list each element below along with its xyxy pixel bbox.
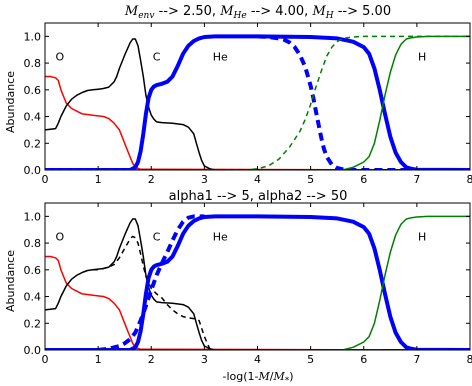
bottom-x-tick-label: 4 — [254, 353, 261, 366]
bottom-series-group — [45, 214, 470, 350]
bottom-annotation-he: He — [213, 230, 228, 243]
top-x-tick-label: 3 — [201, 173, 208, 186]
top-y-tick-label: 0.4 — [24, 111, 42, 124]
top-line-c — [45, 38, 470, 170]
top-x-tick-label: 6 — [360, 173, 367, 186]
top-x-tick-label: 5 — [307, 173, 314, 186]
bottom-axes-frame — [44, 202, 471, 351]
top-line-h-dashed — [45, 35, 470, 170]
bottom-line-he — [45, 214, 470, 350]
bottom-x-tick-label: 3 — [201, 353, 208, 366]
bottom-line-he-dashed — [97, 214, 205, 350]
title-m-env-sub: env — [138, 11, 154, 21]
top-y-axis-label: Abundance — [4, 71, 17, 133]
title-m-h-symbol: M — [311, 4, 326, 19]
top-panel-title: Menv --> 2.50, MHe --> 4.00, MH --> 5.00 — [124, 4, 391, 21]
top-x-tick-label: 8 — [467, 173, 472, 186]
title-m-he-symbol: M — [219, 4, 234, 19]
x-axis-label: -log(1-M/M*) — [222, 370, 293, 386]
xlabel-star-sub: * — [285, 376, 290, 386]
top-line-h — [45, 35, 470, 170]
bottom-line-o — [45, 255, 470, 350]
top-x-tick-label: 0 — [42, 173, 49, 186]
top-x-tick-label: 1 — [95, 173, 102, 186]
top-line-he — [45, 34, 470, 170]
top-line-o — [45, 75, 470, 170]
bottom-y-tick-label: 0.2 — [24, 317, 42, 330]
top-x-tick-label: 7 — [413, 173, 420, 186]
bottom-panel-title: alpha1 --> 5, alpha2 --> 50 — [169, 189, 348, 204]
xlabel-m: M — [257, 370, 270, 383]
top-y-tick-label: 0.2 — [24, 137, 42, 150]
top-x-tick-label: 4 — [254, 173, 261, 186]
bottom-y-axis-label: Abundance — [4, 250, 17, 312]
top-annotation-h: H — [418, 50, 426, 63]
xlabel-mstar: M — [272, 370, 285, 383]
top-x-tick-label: 2 — [148, 173, 155, 186]
top-y-tick-label: 0.0 — [24, 164, 42, 177]
top-y-tick-label: 0.6 — [24, 84, 42, 97]
title-m-h-sub: H — [325, 11, 334, 21]
bottom-x-tick-label: 7 — [413, 353, 420, 366]
bottom-x-tick-label: 5 — [307, 353, 314, 366]
bottom-x-tick-label: 1 — [95, 353, 102, 366]
bottom-y-tick-label: 1.0 — [24, 210, 42, 223]
bottom-annotation-o: O — [56, 230, 65, 243]
bottom-line-c-dashed — [92, 235, 216, 350]
top-panel: 0 1 2 3 4 5 6 7 8 0.0 0.2 0.4 0.6 0.8 1.0 O C He H — [24, 22, 472, 186]
bottom-x-tick-label: 2 — [148, 353, 155, 366]
bottom-line-c — [45, 218, 470, 350]
bottom-y-tick-label: 0.8 — [24, 237, 42, 250]
title-m-h-value: --> 5.00 — [334, 4, 391, 19]
bottom-y-tick-label: 0.6 — [24, 264, 42, 277]
bottom-annotation-h: H — [418, 230, 426, 243]
top-axes-frame — [44, 22, 471, 171]
title-m-env-symbol: M — [124, 4, 139, 19]
top-annotation-he: He — [213, 50, 228, 63]
xlabel-prefix: -log(1- — [222, 370, 258, 383]
title-m-he-sub: He — [233, 11, 247, 21]
title-m-env-value: --> 2.50, — [154, 4, 220, 19]
xlabel-slash: / — [270, 370, 274, 383]
top-line-he-dashed — [257, 34, 470, 170]
top-y-tick-label: 1.0 — [24, 30, 42, 43]
top-annotation-o: O — [56, 50, 65, 63]
bottom-x-tick-label: 0 — [42, 353, 49, 366]
top-annotation-c: C — [153, 50, 161, 63]
top-y-tick-label: 0.8 — [24, 57, 42, 70]
bottom-x-tick-label: 8 — [467, 353, 472, 366]
bottom-panel: 0 1 2 3 4 5 6 7 8 0.0 0.2 0.4 0.6 0.8 1.0 O C He H — [24, 202, 472, 366]
bottom-y-tick-label: 0.4 — [24, 291, 42, 304]
bottom-y-tick-label: 0.0 — [24, 344, 42, 357]
title-m-he-value: --> 4.00, — [247, 4, 313, 19]
bottom-annotation-c: C — [153, 230, 161, 243]
bottom-x-tick-label: 6 — [360, 353, 367, 366]
xlabel-suffix: ) — [289, 370, 293, 383]
bottom-line-h — [45, 215, 470, 350]
top-series-group — [45, 34, 470, 170]
